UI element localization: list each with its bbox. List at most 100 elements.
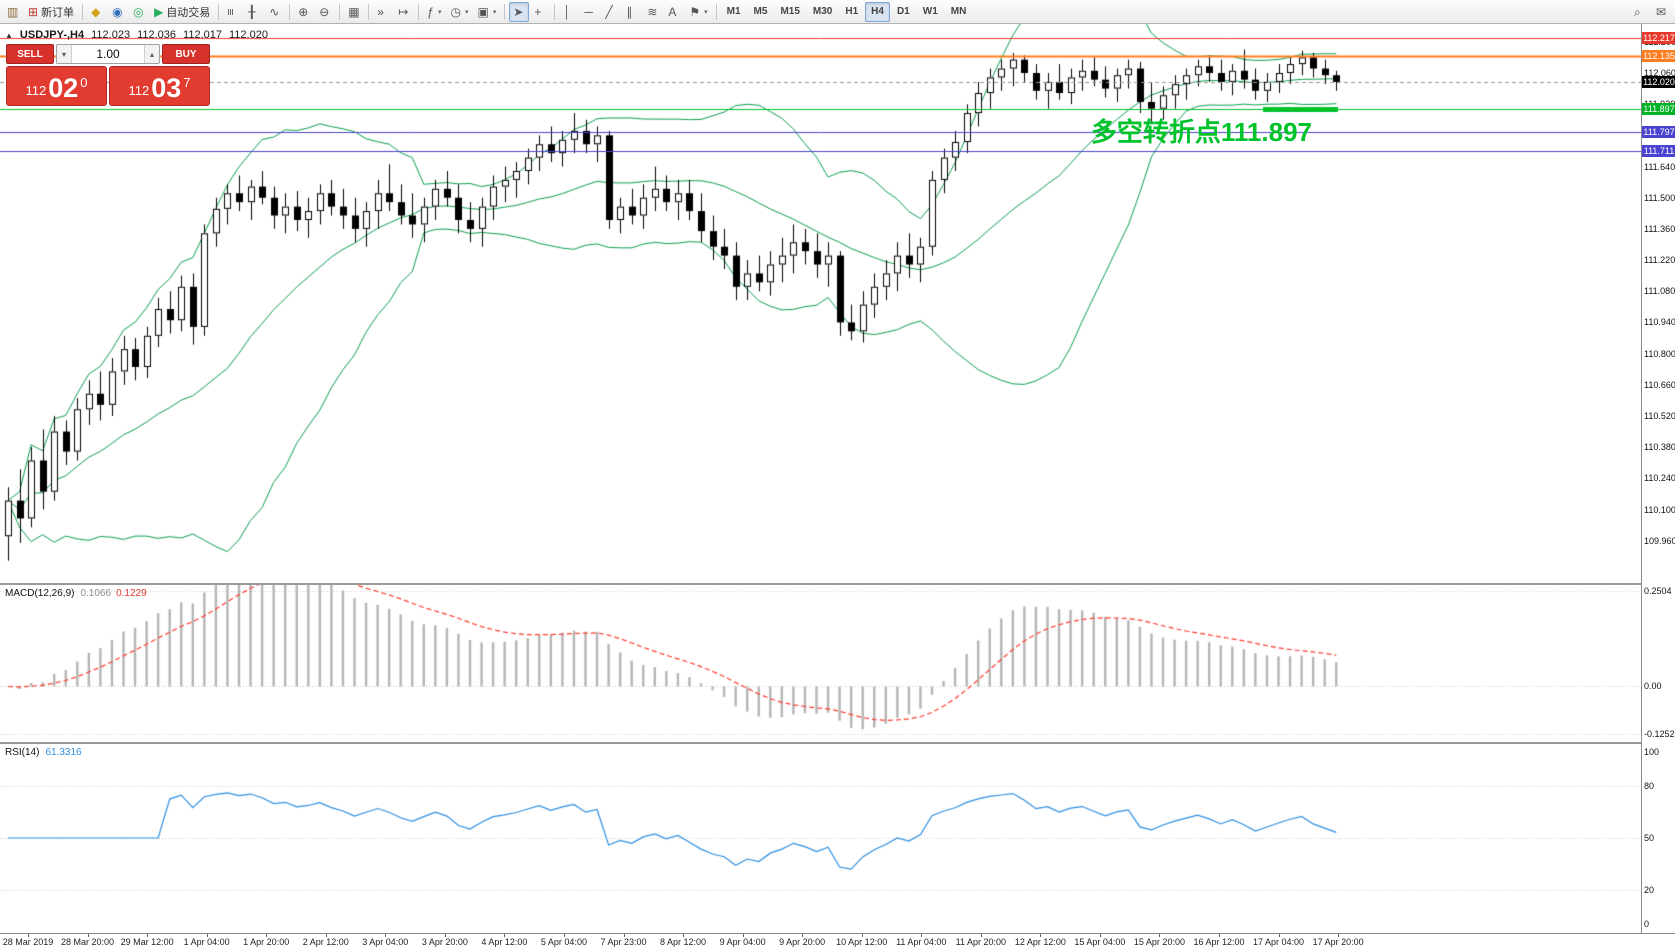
bar-chart-button[interactable]: ≡ [223, 2, 243, 22]
buy-button[interactable]: BUY [162, 44, 210, 64]
time-axis-label: 12 Apr 12:00 [1014, 937, 1066, 947]
time-axis-label: 17 Apr 04:00 [1253, 937, 1305, 947]
time-axis-label: 9 Apr 20:00 [779, 937, 826, 947]
price-axis-label: 111.640 [1644, 161, 1675, 172]
cursor-button[interactable]: ➤ [509, 1, 530, 22]
tile-windows-icon: ▦ [348, 4, 360, 19]
text-button[interactable]: A [664, 2, 684, 22]
text-icon: A [668, 4, 677, 19]
price-axis-label: 110.380 [1644, 442, 1675, 453]
period-m5-button[interactable]: M5 [748, 2, 774, 22]
period-d1-button[interactable]: D1 [891, 2, 916, 22]
buy-price-panel[interactable]: 112 03 7 [109, 66, 210, 106]
time-axis-label: 17 Apr 20:00 [1312, 937, 1364, 947]
time-axis-label: 11 Apr 04:00 [896, 937, 947, 947]
period-m30-button[interactable]: M30 [807, 2, 838, 22]
zoom-out-button[interactable]: ⊖ [315, 2, 335, 22]
volume-input[interactable]: 1.00 [96, 47, 120, 61]
crosshair-button[interactable]: + [530, 2, 550, 22]
one-click-panel-toggle-icon[interactable]: ▲ [5, 30, 13, 40]
period-m1-button[interactable]: M1 [721, 2, 747, 22]
crosshair-icon: + [534, 4, 542, 19]
price-chart-canvas[interactable] [0, 24, 1641, 583]
buy-price-big: 03 [151, 73, 182, 103]
volume-decrease-button[interactable]: ▾ [57, 45, 72, 63]
horizontal-line-button[interactable]: ─ [580, 2, 600, 22]
high-value: 112.036 [137, 29, 177, 41]
fibonacci-button[interactable]: ≋ [643, 2, 663, 22]
time-tick [147, 934, 149, 937]
vertical-line-button[interactable]: │ [559, 2, 579, 22]
time-tick [1099, 934, 1101, 937]
terminal-button[interactable]: ▥ [3, 2, 23, 22]
time-tick [623, 934, 625, 937]
time-axis-label: 15 Apr 20:00 [1133, 937, 1185, 947]
line-chart-icon: ∿ [269, 4, 280, 19]
period-m15-button[interactable]: M15 [774, 2, 805, 22]
chart-shift-button[interactable]: ↦ [394, 2, 414, 22]
time-tick [504, 934, 506, 937]
market-watch-button[interactable]: ◉ [108, 2, 128, 22]
time-tick [1040, 934, 1042, 937]
pivot-level-line-price-tag: 111.897 [1642, 103, 1675, 116]
toolbar-separator [504, 3, 506, 20]
chat-button[interactable]: ✉ [1652, 2, 1672, 22]
tile-windows-button[interactable]: ▦ [344, 2, 364, 22]
time-tick [802, 934, 804, 937]
time-axis-label: 5 Apr 04:00 [540, 937, 587, 947]
time-tick [325, 934, 327, 937]
pane-separator-rsi[interactable] [0, 742, 1675, 744]
arrows-button[interactable]: ⚑ ▾ [685, 2, 711, 22]
zoom-in-button[interactable]: ⊕ [294, 2, 314, 22]
period-h1-button[interactable]: H1 [839, 2, 864, 22]
time-axis[interactable]: 28 Mar 2019 28 Mar 20:00 29 Mar 12:00 1 Apr… [0, 933, 1675, 949]
price-axis-label: 111.220 [1644, 255, 1675, 266]
bar-chart-icon: ≡ [223, 7, 238, 16]
horizontal-line-icon: ─ [584, 4, 593, 19]
rsi-canvas[interactable] [0, 744, 1641, 933]
price-axis-label: 110.800 [1644, 348, 1675, 359]
sell-button[interactable]: SELL [6, 44, 54, 64]
trendline-button[interactable]: ╱ [601, 2, 621, 22]
price-axis-label: 111.500 [1644, 192, 1675, 203]
period-mn-button[interactable]: MN [945, 2, 973, 22]
time-tick [266, 934, 268, 937]
period-w1-button[interactable]: W1 [917, 2, 944, 22]
templates-button[interactable]: ▣ ▾ [474, 2, 501, 22]
new-order-icon: ⊞ [28, 4, 39, 19]
time-tick [444, 934, 446, 937]
pane-separator-macd[interactable] [0, 583, 1675, 585]
macd-canvas[interactable] [0, 585, 1641, 742]
equidistant-channel-button[interactable]: ∥ [622, 2, 642, 22]
timeframes-button[interactable]: ◷ ▾ [447, 2, 473, 22]
chart-window[interactable]: ▲ USDJPY-,H4 112.023 112.036 112.017 112… [0, 24, 1675, 949]
time-tick [206, 934, 208, 937]
period-h4-button[interactable]: H4 [865, 1, 890, 22]
time-axis-label: 3 Apr 04:00 [362, 937, 409, 947]
macd-scale-label: 0.2504 [1644, 585, 1672, 596]
time-axis-label: 10 Apr 12:00 [836, 937, 888, 947]
price-axis[interactable]: 109.960 110.100 110.240 110.380 110.520 110.6… [1641, 24, 1675, 933]
line-chart-button[interactable]: ∿ [265, 2, 285, 22]
trade-controls-row: SELL ▾ 1.00 ▴ BUY [6, 44, 210, 64]
new-order-button[interactable]: ⊞ 新订单 [24, 2, 78, 22]
bid-price-line-price-tag: 112.020 [1642, 75, 1675, 88]
time-tick [87, 934, 89, 937]
profiles-button[interactable]: ◆ [87, 2, 107, 22]
volume-increase-button[interactable]: ▴ [144, 45, 159, 63]
refresh-button[interactable]: ◎ [129, 2, 149, 22]
time-axis-label: 9 Apr 04:00 [719, 937, 766, 947]
trendline-icon: ╱ [605, 4, 613, 19]
time-axis-label: 11 Apr 20:00 [955, 937, 1006, 947]
rsi-name: RSI(14) [5, 747, 40, 758]
indicators-button[interactable]: ƒ ▾ [423, 2, 445, 22]
toolbar-separator [339, 3, 341, 20]
candlestick-chart-button[interactable]: ╂ [244, 2, 264, 22]
auto-scroll-button[interactable]: » [373, 2, 393, 22]
macd-label: MACD(12,26,9) 0.1066 0.1229 [5, 588, 147, 599]
time-tick [742, 934, 744, 937]
search-button[interactable]: ⌕ [1630, 2, 1650, 22]
auto-trading-button[interactable]: ▶ 自动交易 [150, 2, 214, 22]
sell-price-panel[interactable]: 112 02 0 [6, 66, 107, 106]
